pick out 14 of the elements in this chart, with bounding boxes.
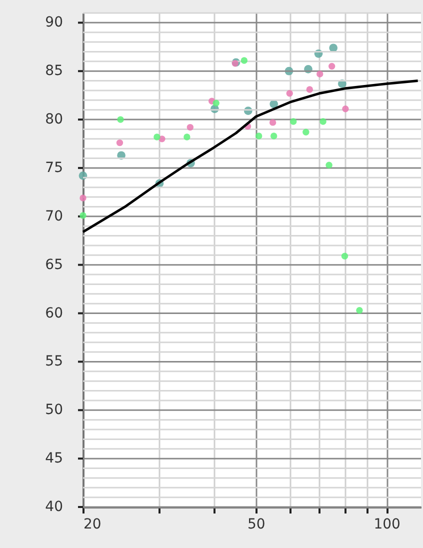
y-tick-label: 75 xyxy=(45,160,63,176)
x-tick-label: 100 xyxy=(374,516,400,532)
y-tick-label: 45 xyxy=(45,450,63,467)
y-tick-label: 50 xyxy=(45,402,63,418)
y-tick-label: 70 xyxy=(45,208,63,224)
y-tick-label: 55 xyxy=(45,354,63,370)
y-tick-label: 85 xyxy=(45,63,63,80)
y-tick-label: 80 xyxy=(45,112,63,128)
x-tick-label: 50 xyxy=(247,516,266,532)
y-tick-label: 90 xyxy=(45,14,63,31)
y-tick-label: 65 xyxy=(45,256,63,273)
y-tick-label: 60 xyxy=(45,305,63,322)
y-tick-label: 40 xyxy=(45,499,63,515)
x-tick-label: 20 xyxy=(84,516,102,532)
